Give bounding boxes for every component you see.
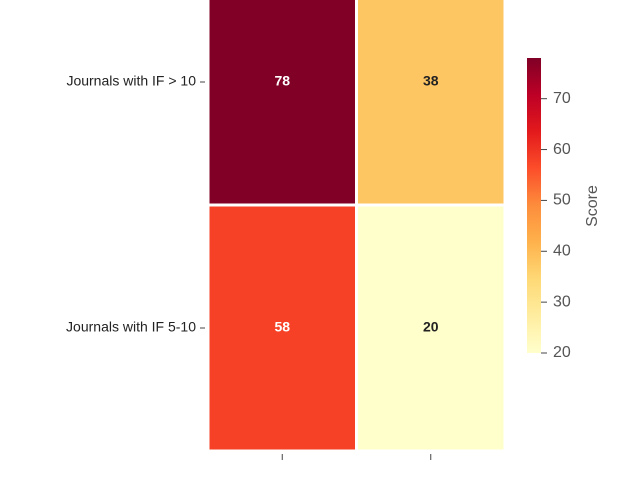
y-tick-label: Journals with IF 5-10	[66, 319, 196, 335]
y-tick-label: Journals with IF > 10	[66, 73, 196, 89]
cell-label: 38	[423, 73, 439, 89]
colorbar-tick-label: 60	[553, 141, 571, 158]
colorbar-tick-label: 40	[553, 242, 571, 259]
cell-label: 20	[423, 319, 439, 335]
colorbar-tick-label: 70	[553, 90, 571, 107]
heatmap-cell	[209, 206, 355, 450]
colorbar-tick-label: 20	[553, 344, 571, 361]
cell-label: 78	[274, 73, 290, 89]
heatmap-cell	[209, 0, 355, 204]
colorbar	[527, 58, 541, 353]
colorbar-tick-label: 30	[553, 293, 571, 310]
heatmap-cell	[358, 206, 504, 450]
heatmap-cell	[358, 0, 504, 204]
colorbar-tick-label: 50	[553, 192, 571, 209]
cell-label: 58	[274, 319, 290, 335]
colorbar-title: Score	[584, 185, 601, 227]
